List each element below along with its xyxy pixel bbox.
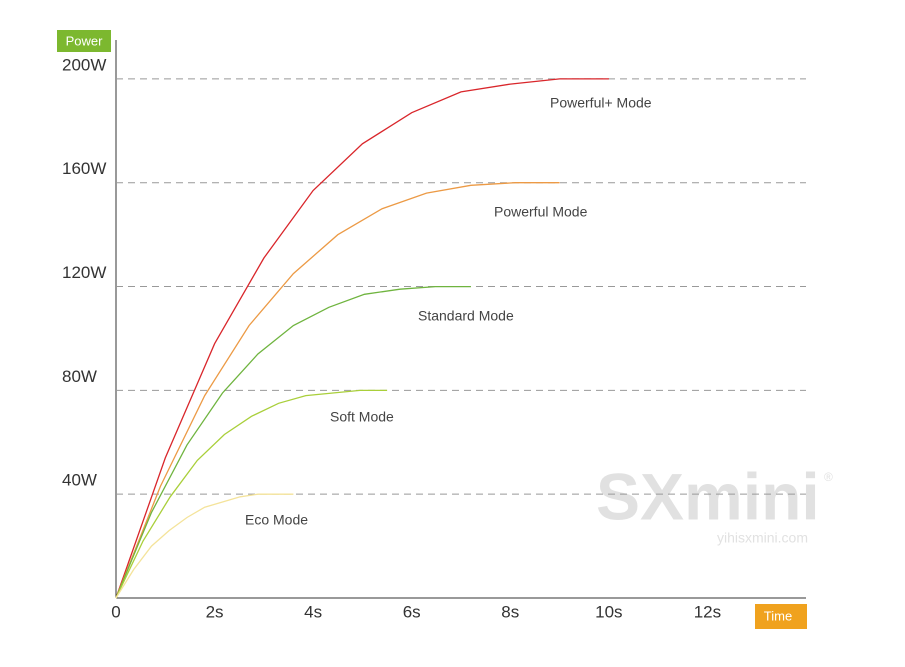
x-tick-label: 8s xyxy=(501,602,519,621)
series-label: Eco Mode xyxy=(245,512,308,528)
series-line xyxy=(115,182,560,599)
watermark-url: yihisxmini.com xyxy=(717,530,808,546)
x-label-box xyxy=(755,604,807,629)
x-tick-label: 2s xyxy=(206,602,224,621)
y-tick-label: 40W xyxy=(62,471,97,490)
series-line xyxy=(115,285,471,599)
x-tick-label: 12s xyxy=(694,602,721,621)
y-axis-label: Power xyxy=(66,33,104,48)
watermark-brand: SXmini xyxy=(596,459,820,533)
y-tick-label: 120W xyxy=(62,263,106,282)
series-line xyxy=(115,493,294,599)
y-tick-label: 160W xyxy=(62,159,106,178)
series-label: Soft Mode xyxy=(330,409,394,425)
x-tick-label: 6s xyxy=(403,602,421,621)
watermark: SXmini ® yihisxmini.com xyxy=(596,459,833,545)
series-label: Powerful Mode xyxy=(494,204,588,220)
series-line xyxy=(115,389,388,599)
watermark-mark: ® xyxy=(824,470,833,484)
x-tick-label: 4s xyxy=(304,602,322,621)
y-tick-label: 80W xyxy=(62,367,97,386)
x-tick-label: 0 xyxy=(111,602,120,621)
series-line xyxy=(115,78,609,599)
y-tick-label: 200W xyxy=(62,55,106,74)
x-tick-label: 10s xyxy=(595,602,622,621)
series-label: Powerful+ Mode xyxy=(550,95,652,111)
y-label-box xyxy=(57,30,111,52)
series-label: Standard Mode xyxy=(418,308,514,324)
x-axis-label: Time xyxy=(764,608,792,623)
